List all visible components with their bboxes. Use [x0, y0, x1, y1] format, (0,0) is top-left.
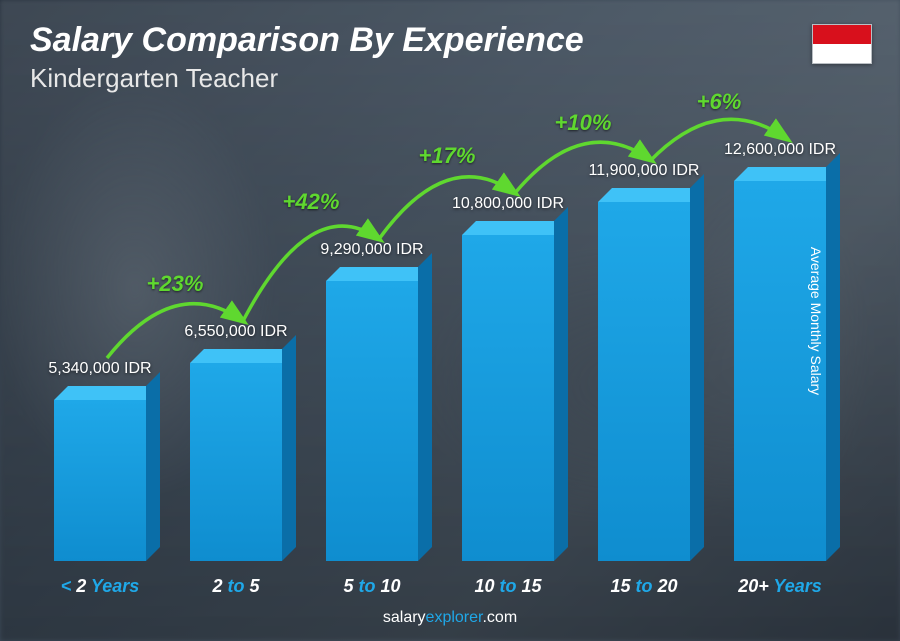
bar3d [326, 281, 418, 561]
category-label: 10 to 15 [438, 576, 578, 597]
bar-top-face [326, 267, 432, 281]
bar-front [190, 363, 282, 561]
category-label: 5 to 10 [302, 576, 442, 597]
bar3d [54, 400, 146, 561]
footer-suffix: .com [482, 609, 517, 626]
value-label: 9,290,000 IDR [292, 241, 452, 259]
bar-side-face [282, 335, 296, 561]
growth-label: +6% [697, 89, 742, 114]
value-label: 11,900,000 IDR [564, 162, 724, 180]
bar3d [190, 363, 282, 561]
category-label: 20+ Years [710, 576, 850, 597]
growth-label: +23% [147, 271, 204, 296]
footer-prefix: salary [383, 609, 426, 626]
bar3d [462, 235, 554, 561]
bar-front [598, 202, 690, 561]
bar-front [462, 235, 554, 561]
flag-bottom-stripe [813, 44, 871, 63]
category-label: < 2 Years [30, 576, 170, 597]
bar-side-face [826, 153, 840, 561]
growth-label: +17% [419, 143, 476, 168]
flag-top-stripe [813, 25, 871, 44]
footer-brand: explorer [426, 609, 483, 626]
bar-front [54, 400, 146, 561]
bar-top-face [54, 386, 160, 400]
bar-front [326, 281, 418, 561]
bar-0: 5,340,000 IDR< 2 Years [40, 400, 160, 561]
page-subtitle: Kindergarten Teacher [30, 63, 584, 94]
bar-side-face [554, 207, 568, 561]
value-label: 6,550,000 IDR [156, 323, 316, 341]
bar-top-face [190, 349, 296, 363]
bar-side-face [146, 372, 160, 561]
growth-label: +42% [283, 189, 340, 214]
bar-3: 10,800,000 IDR10 to 15 [448, 235, 568, 561]
header: Salary Comparison By Experience Kinderga… [30, 22, 584, 94]
y-axis-label: Average Monthly Salary [808, 246, 824, 394]
category-label: 2 to 5 [166, 576, 306, 597]
bar3d [598, 202, 690, 561]
bar-top-face [462, 221, 568, 235]
bar-side-face [690, 174, 704, 561]
bar-1: 6,550,000 IDR2 to 5 [176, 363, 296, 561]
bar-top-face [734, 167, 840, 181]
page-title: Salary Comparison By Experience [30, 22, 584, 59]
value-label: 10,800,000 IDR [428, 195, 588, 213]
growth-label: +10% [555, 110, 612, 135]
value-label: 12,600,000 IDR [700, 141, 860, 159]
bar-4: 11,900,000 IDR15 to 20 [584, 202, 704, 561]
bar-side-face [418, 253, 432, 561]
bar-top-face [598, 188, 704, 202]
bar-2: 9,290,000 IDR5 to 10 [312, 281, 432, 561]
salary-bar-chart: 5,340,000 IDR< 2 Years6,550,000 IDR2 to … [40, 121, 840, 561]
footer-attribution: salaryexplorer.com [0, 609, 900, 627]
country-flag [812, 24, 872, 64]
category-label: 15 to 20 [574, 576, 714, 597]
value-label: 5,340,000 IDR [20, 360, 180, 378]
